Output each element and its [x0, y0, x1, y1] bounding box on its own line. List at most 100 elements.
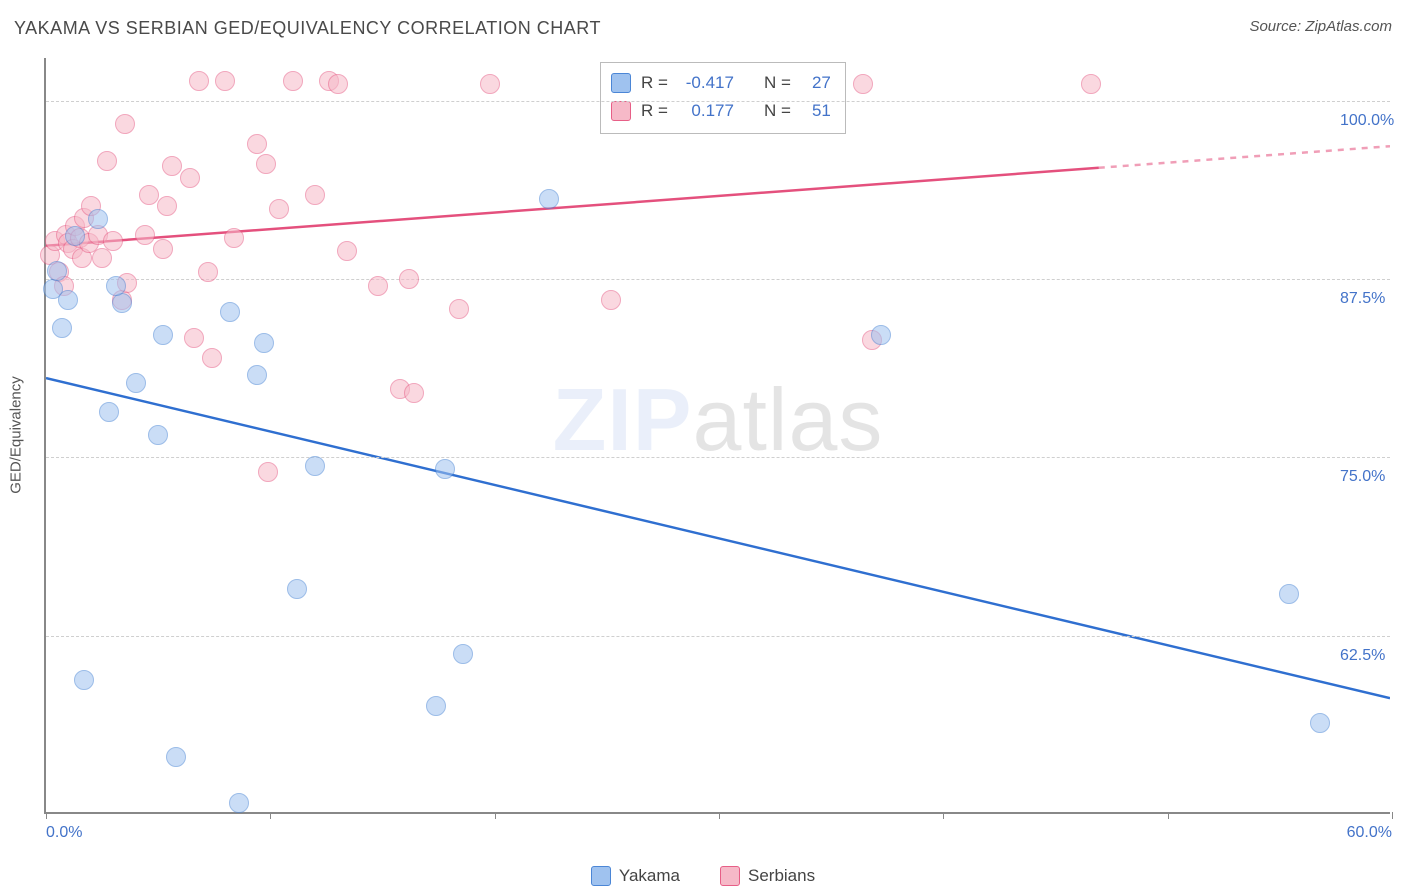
trend-lines: [46, 58, 1390, 812]
data-point: [305, 456, 325, 476]
xtick: [46, 812, 47, 819]
r-value-yakama: -0.417: [678, 73, 734, 93]
ytick-label: 62.5%: [1340, 647, 1406, 665]
data-point: [404, 383, 424, 403]
r-label: R =: [641, 73, 668, 93]
data-point: [399, 269, 419, 289]
xtick: [495, 812, 496, 819]
ytick-label: 75.0%: [1340, 468, 1406, 486]
data-point: [103, 231, 123, 251]
data-point: [135, 225, 155, 245]
chart-title: YAKAMA VS SERBIAN GED/EQUIVALENCY CORREL…: [14, 18, 1392, 39]
legend-swatch: [720, 866, 740, 886]
data-point: [88, 209, 108, 229]
data-point: [435, 459, 455, 479]
data-point: [202, 348, 222, 368]
legend: Yakama Serbians: [0, 866, 1406, 886]
data-point: [256, 154, 276, 174]
xtick: [1392, 812, 1393, 819]
data-point: [247, 365, 267, 385]
watermark-bold: ZIP: [553, 370, 693, 469]
data-point: [1081, 74, 1101, 94]
xtick-label: 0.0%: [46, 824, 82, 842]
legend-label: Serbians: [748, 866, 815, 886]
r-label: R =: [641, 101, 668, 121]
data-point: [480, 74, 500, 94]
grid-line: [46, 101, 1390, 102]
data-point: [215, 71, 235, 91]
xtick-label: 60.0%: [1347, 824, 1392, 842]
data-point: [1310, 713, 1330, 733]
data-point: [162, 156, 182, 176]
xtick: [719, 812, 720, 819]
data-point: [853, 74, 873, 94]
data-point: [220, 302, 240, 322]
data-point: [305, 185, 325, 205]
stats-row-yakama: R = -0.417 N = 27: [611, 69, 831, 97]
data-point: [139, 185, 159, 205]
data-point: [106, 276, 126, 296]
data-point: [368, 276, 388, 296]
watermark-rest: atlas: [693, 370, 884, 469]
data-point: [97, 151, 117, 171]
data-point: [74, 670, 94, 690]
data-point: [198, 262, 218, 282]
data-point: [224, 228, 244, 248]
ytick-label: 87.5%: [1340, 290, 1406, 308]
n-value-yakama: 27: [801, 73, 831, 93]
data-point: [283, 71, 303, 91]
data-point: [247, 134, 267, 154]
data-point: [166, 747, 186, 767]
data-point: [269, 199, 289, 219]
grid-line: [46, 636, 1390, 637]
chart-header: YAKAMA VS SERBIAN GED/EQUIVALENCY CORREL…: [14, 18, 1392, 48]
xtick: [270, 812, 271, 819]
xtick: [943, 812, 944, 819]
data-point: [453, 644, 473, 664]
data-point: [229, 793, 249, 813]
n-label: N =: [764, 73, 791, 93]
data-point: [539, 189, 559, 209]
data-point: [99, 402, 119, 422]
data-point: [157, 196, 177, 216]
data-point: [126, 373, 146, 393]
data-point: [58, 290, 78, 310]
swatch-serbians: [611, 101, 631, 121]
source-label: Source: ZipAtlas.com: [1249, 18, 1392, 35]
data-point: [153, 239, 173, 259]
data-point: [189, 71, 209, 91]
swatch-yakama: [611, 73, 631, 93]
data-point: [47, 261, 67, 281]
data-point: [601, 290, 621, 310]
data-point: [328, 74, 348, 94]
n-value-serbians: 51: [801, 101, 831, 121]
data-point: [184, 328, 204, 348]
n-label: N =: [764, 101, 791, 121]
data-point: [258, 462, 278, 482]
data-point: [115, 114, 135, 134]
grid-line: [46, 279, 1390, 280]
data-point: [1279, 584, 1299, 604]
grid-line: [46, 457, 1390, 458]
legend-label: Yakama: [619, 866, 680, 886]
r-value-serbians: 0.177: [678, 101, 734, 121]
legend-swatch: [591, 866, 611, 886]
data-point: [337, 241, 357, 261]
y-axis-title: GED/Equivalency: [8, 376, 25, 494]
data-point: [148, 425, 168, 445]
data-point: [871, 325, 891, 345]
stats-box: R = -0.417 N = 27 R = 0.177 N = 51: [600, 62, 846, 134]
xtick: [1168, 812, 1169, 819]
data-point: [426, 696, 446, 716]
data-point: [65, 226, 85, 246]
data-point: [153, 325, 173, 345]
data-point: [254, 333, 274, 353]
legend-item: Yakama: [591, 866, 680, 886]
data-point: [112, 293, 132, 313]
data-point: [449, 299, 469, 319]
plot-area: GED/Equivalency ZIPatlas R = -0.417 N = …: [44, 58, 1390, 814]
data-point: [52, 318, 72, 338]
legend-item: Serbians: [720, 866, 815, 886]
data-point: [92, 248, 112, 268]
ytick-label: 100.0%: [1340, 112, 1406, 130]
